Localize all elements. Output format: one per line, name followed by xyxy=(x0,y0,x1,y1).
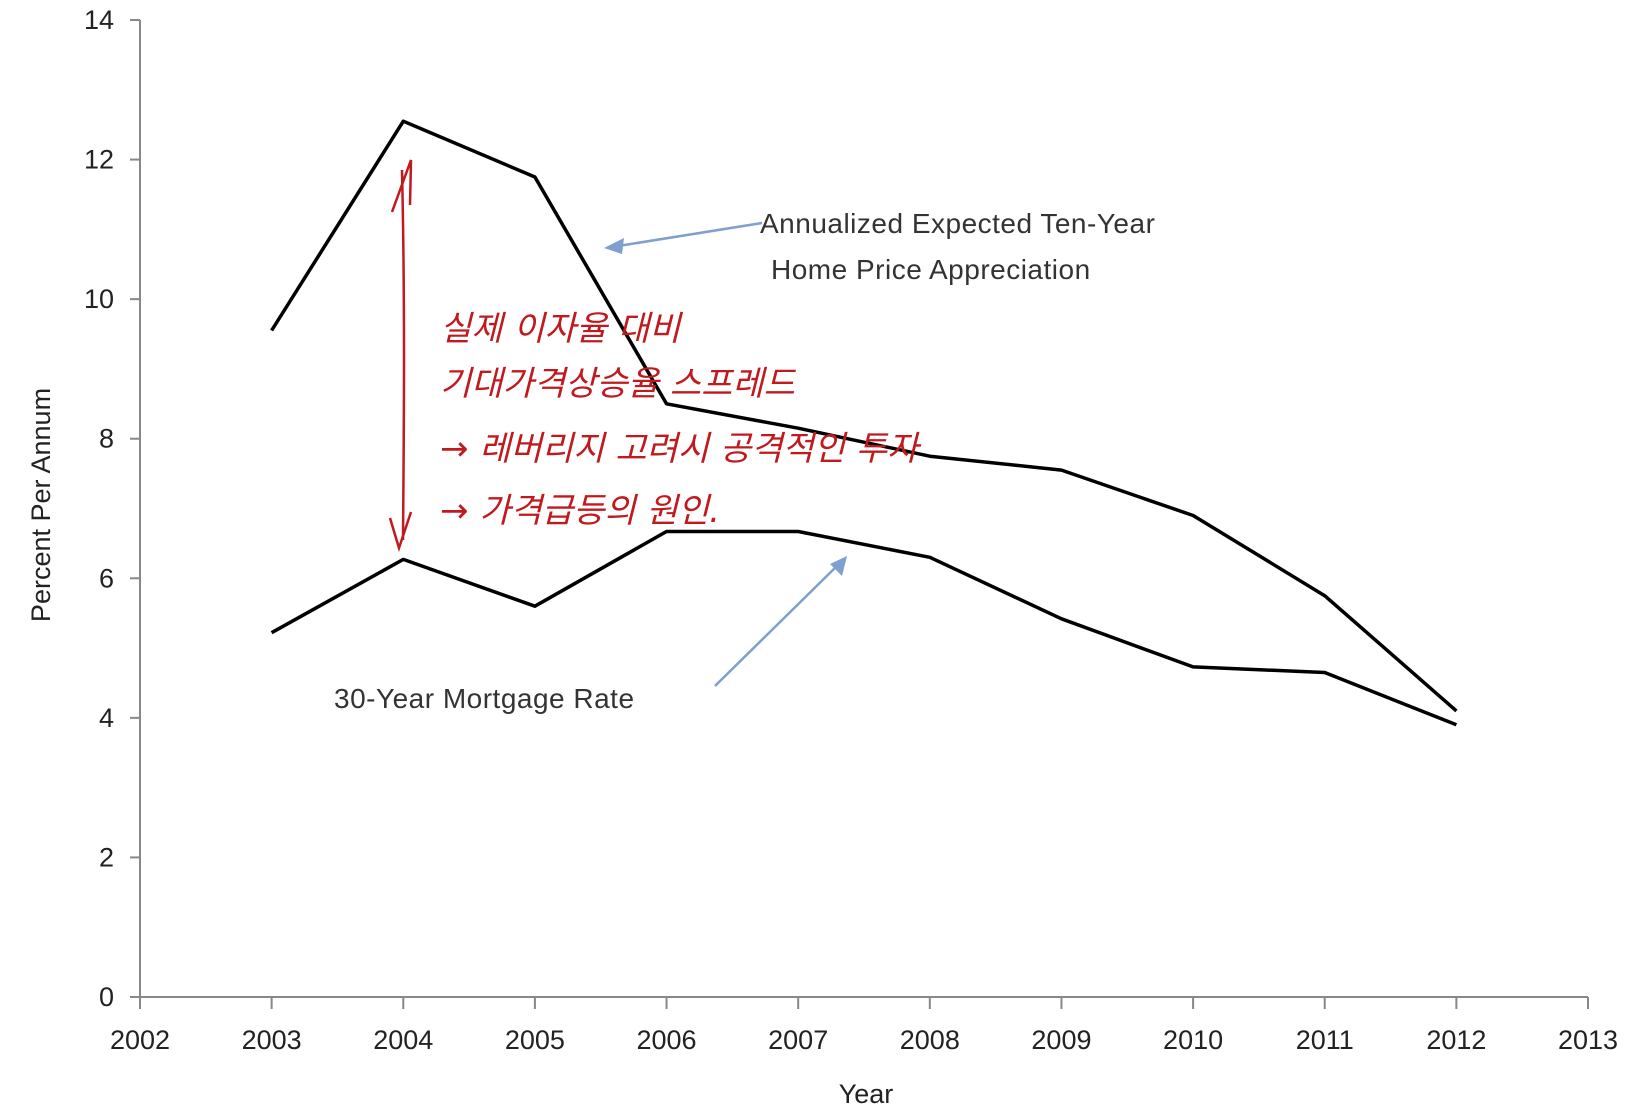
mortgage-arrowhead xyxy=(830,556,847,576)
handwritten-arrowhead-top xyxy=(390,159,413,213)
x-tick-label: 2008 xyxy=(900,1025,960,1055)
handwritten-arrowhead-bottom xyxy=(388,511,413,553)
series-annotations: Annualized Expected Ten-Year Home Price … xyxy=(334,208,1155,714)
handwritten-double-arrow xyxy=(400,169,406,541)
y-tick-label: 2 xyxy=(99,842,114,872)
handwritten-line-3: → 레버리지 고려시 공격적인 투자 xyxy=(440,429,922,469)
y-tick-label: 12 xyxy=(84,145,114,175)
x-tick-label: 2012 xyxy=(1426,1025,1486,1055)
home-price-label-line-2: Home Price Appreciation xyxy=(771,254,1091,285)
x-tick-label: 2007 xyxy=(768,1025,828,1055)
x-tick-label: 2003 xyxy=(242,1025,302,1055)
mortgage-arrow-line xyxy=(714,562,841,687)
x-axis-title: Year xyxy=(839,1079,894,1109)
x-tick-label: 2013 xyxy=(1558,1025,1618,1055)
y-tick-label: 14 xyxy=(84,5,114,35)
x-tick-label: 2010 xyxy=(1163,1025,1223,1055)
home-price-label-line-1: Annualized Expected Ten-Year xyxy=(760,208,1155,239)
home-price-arrowhead xyxy=(604,238,624,254)
mortgage-label: 30-Year Mortgage Rate xyxy=(334,683,635,714)
home-price-appreciation-line xyxy=(270,119,1458,713)
y-tick-label: 0 xyxy=(99,982,114,1012)
x-tick-label: 2006 xyxy=(637,1025,697,1055)
y-tick-label: 6 xyxy=(99,563,114,593)
handwritten-annotation: 실제 이자율 대비 기대가격상승율 스프레드 → 레버리지 고려시 공격적인 투… xyxy=(388,159,922,553)
handwritten-line-2: 기대가격상승율 스프레드 xyxy=(440,364,797,404)
handwritten-line-1: 실제 이자율 대비 xyxy=(440,309,683,349)
axes: 0 2 4 6 8 10 12 14 2002 2003 2004 2005 2006 2007 2008… xyxy=(84,5,1618,1055)
x-tick-label: 2002 xyxy=(110,1025,170,1055)
x-tick-label: 2004 xyxy=(373,1025,433,1055)
y-axis-title: Percent Per Annum xyxy=(26,388,56,622)
home-price-arrow-line xyxy=(611,221,763,249)
x-ticks: 2002 2003 2004 2005 2006 2007 2008 2009 2010 2011… xyxy=(110,997,1618,1055)
x-tick-label: 2011 xyxy=(1296,1025,1354,1055)
y-tick-label: 8 xyxy=(99,424,114,454)
x-tick-label: 2009 xyxy=(1031,1025,1091,1055)
y-tick-label: 4 xyxy=(99,703,114,733)
mortgage-rate-line xyxy=(270,529,1458,727)
y-ticks: 0 2 4 6 8 10 12 14 xyxy=(84,5,140,1012)
series-lines xyxy=(270,119,1458,727)
x-tick-label: 2005 xyxy=(505,1025,565,1055)
handwritten-line-4: → 가격급등의 원인. xyxy=(440,491,720,531)
y-tick-label: 10 xyxy=(84,284,114,314)
